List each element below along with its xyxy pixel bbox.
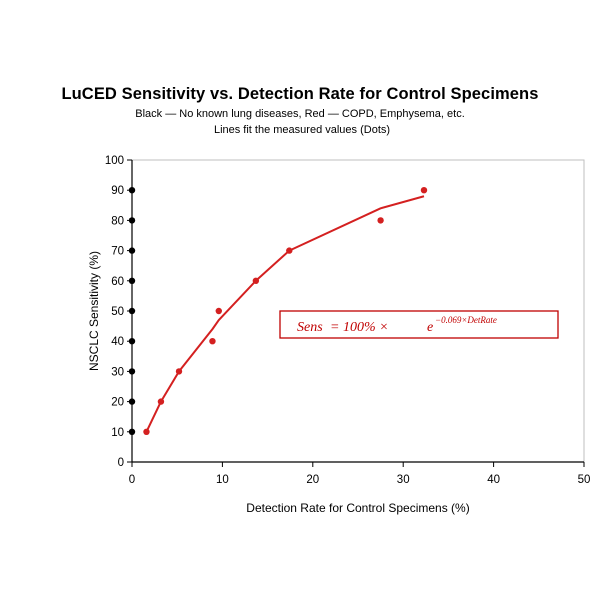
y-tick-label: 0 [118, 457, 124, 469]
data-point [252, 277, 260, 284]
chart-subtitle-line-2: Lines fit the measured values (Dots) [213, 124, 391, 136]
equation-base: e [427, 320, 433, 335]
y-tick-label: 80 [111, 215, 124, 227]
y-tick-label: 20 [111, 397, 124, 409]
x-axis-label: Detection Rate for Control Specimens (%) [246, 501, 469, 515]
equation-box [279, 310, 559, 339]
x-tick-label: 10 [216, 474, 229, 486]
data-point [420, 187, 428, 194]
y-tick-label: 70 [111, 246, 124, 258]
y-tick-label: 50 [111, 306, 124, 318]
y-tick-label: 40 [111, 336, 124, 348]
data-point [157, 398, 165, 405]
y-tick-label: 30 [111, 366, 124, 378]
data-point [128, 247, 136, 254]
y-tick-label: 100 [105, 155, 124, 167]
y-tick-label: 90 [111, 185, 124, 197]
data-point [286, 247, 293, 254]
y-tick-label: 10 [111, 427, 124, 439]
x-tick-label: 50 [578, 474, 591, 486]
equation-rhs: = 100% × [330, 320, 389, 335]
equation-lhs: Sens [297, 320, 323, 335]
data-point [143, 428, 150, 435]
fit-lines [145, 195, 425, 433]
data-point [209, 338, 216, 345]
x-ticks: 0 10 20 30 40 50 [129, 462, 591, 486]
data-points [128, 187, 428, 435]
chart-title: LuCED Sensitivity vs. Detection Rate for… [61, 85, 539, 103]
data-point [128, 338, 136, 345]
x-tick-label: 40 [487, 474, 500, 486]
y-ticks: 0 10 20 30 40 50 60 70 80 90 100 [105, 155, 132, 469]
x-tick-label: 30 [397, 474, 410, 486]
data-point [128, 307, 136, 315]
y-tick-label: 60 [111, 276, 124, 288]
data-point [128, 277, 136, 284]
equation-exponent: −0.069×DetRate [435, 315, 497, 325]
x-tick-label: 20 [306, 474, 319, 486]
y-axis-label: NSCLC Sensitivity (%) [87, 251, 101, 371]
data-point [128, 428, 136, 435]
data-point [175, 368, 183, 375]
fit-line [145, 195, 425, 433]
data-point [128, 368, 136, 375]
data-point [128, 398, 136, 405]
data-point [128, 187, 136, 194]
data-point [215, 307, 222, 315]
data-point [128, 217, 136, 224]
x-tick-label: 0 [129, 474, 135, 486]
chart-subtitle-line-1: Black — No known lung diseases, Red — CO… [135, 108, 465, 120]
data-point [377, 217, 384, 224]
equation-annotation: Sens = 100% × e −0.069×DetRate [279, 310, 559, 339]
